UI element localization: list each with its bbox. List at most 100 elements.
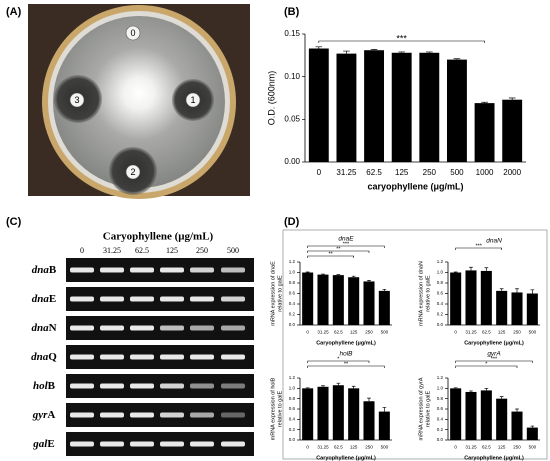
lane-label: 500 [227, 246, 239, 255]
significance-label: ** [344, 361, 349, 367]
x-tick-label: 500 [529, 330, 537, 335]
gel-band [130, 325, 154, 331]
gel-band [100, 296, 124, 302]
plate-disc [125, 164, 141, 180]
bar [465, 391, 477, 440]
x-tick-label: 0 [306, 445, 309, 450]
gel-band [70, 325, 94, 331]
error-bar [484, 387, 489, 391]
gene-label: galE [32, 438, 54, 450]
panel-label: (A) [6, 6, 22, 18]
y-tick-label: 0.15 [284, 29, 300, 38]
y-tick-label: 1.2 [289, 375, 296, 380]
y-tick-label: 0.2 [289, 427, 296, 432]
error-bar [321, 273, 325, 275]
x-tick-label: 125 [350, 330, 358, 335]
gene-prefix: dna [32, 264, 50, 276]
gel-band [70, 441, 94, 447]
plate-label: 0 [130, 28, 135, 38]
bar [450, 272, 462, 325]
x-tick-label: 1000 [476, 168, 494, 177]
y-tick-label: 0.0 [289, 437, 296, 442]
x-tick-label: 2000 [503, 168, 521, 177]
gene-label: dnaN [31, 322, 56, 334]
y-tick-label: 0.4 [289, 301, 296, 306]
plate-disc [125, 25, 141, 41]
error-bar [453, 271, 458, 273]
y-tick-label: 0.6 [437, 291, 444, 296]
gene-suffix: A [47, 409, 55, 421]
error-bar [530, 289, 535, 294]
bar [496, 398, 508, 440]
gene-label: dnaB [32, 264, 57, 276]
y-tick-label: 0.8 [289, 280, 296, 285]
gel-band [100, 325, 124, 331]
y-tick-label: 0.2 [437, 312, 444, 317]
bar [332, 275, 344, 325]
gel-band [130, 441, 154, 447]
error-bar [343, 50, 350, 54]
error-bar [481, 101, 488, 104]
significance-label: * [337, 356, 340, 362]
bar [332, 385, 344, 440]
gene-prefix: dna [31, 351, 49, 363]
gel-band [70, 383, 94, 389]
significance-bracket [307, 245, 385, 248]
gel-band [221, 383, 245, 389]
significance-label: *** [396, 33, 407, 43]
bar [363, 281, 375, 325]
significance-label: *** [343, 241, 350, 247]
x-tick-label: 500 [381, 445, 389, 450]
error-bar [336, 382, 341, 386]
x-tick-label: 62.5 [334, 445, 343, 450]
bar [391, 52, 412, 163]
gel-band [221, 267, 245, 273]
x-tick-label: 250 [513, 330, 521, 335]
y-tick-label: 0.8 [437, 396, 444, 401]
x-tick-label: 125 [350, 445, 358, 450]
gene-prefix: hol [33, 380, 49, 392]
y-axis-label: mRNA expression of holB [270, 377, 276, 440]
x-tick-label: 125 [395, 168, 409, 177]
chart-title: gyrA [487, 351, 500, 358]
gel-band [221, 412, 245, 418]
gene-label: dnaQ [31, 351, 57, 363]
x-tick-label: 62.5 [482, 330, 491, 335]
y-tick-label: 0.0 [437, 437, 444, 442]
error-bar [453, 58, 461, 60]
plate-label: 1 [190, 95, 195, 105]
bar [511, 411, 523, 440]
error-bar [336, 274, 341, 276]
x-tick-label: 250 [365, 445, 373, 450]
bar [480, 270, 492, 325]
y-tick-label: 0.6 [437, 406, 444, 411]
gel-band [70, 296, 94, 302]
significance-bracket [455, 360, 533, 363]
gel-band [160, 441, 184, 447]
gel-band [130, 296, 154, 302]
x-tick-label: 62.5 [482, 445, 491, 450]
gel-band [221, 325, 245, 331]
gel-band [221, 296, 245, 302]
gel-band [100, 267, 124, 273]
gene-label: gyrA [32, 409, 56, 421]
bar [419, 52, 440, 163]
gene-prefix: gyr [32, 409, 48, 421]
panel-label: (C) [6, 216, 22, 228]
error-bar [315, 46, 323, 49]
significance-bracket [318, 40, 485, 43]
y-axis-label: relative to galE [425, 275, 431, 312]
x-tick-label: 500 [450, 168, 464, 177]
gel-band [100, 441, 124, 447]
error-bar [382, 407, 387, 412]
significance-bracket [307, 365, 385, 368]
significance-label: *** [475, 243, 482, 249]
gel-band [100, 383, 124, 389]
y-tick-label: 0.6 [289, 291, 296, 296]
gene-suffix: Q [48, 351, 57, 363]
x-tick-label: 0 [306, 330, 309, 335]
significance-bracket [307, 360, 370, 363]
lane-label: 31.25 [103, 246, 121, 255]
error-bar [469, 390, 473, 392]
bar [446, 59, 467, 162]
